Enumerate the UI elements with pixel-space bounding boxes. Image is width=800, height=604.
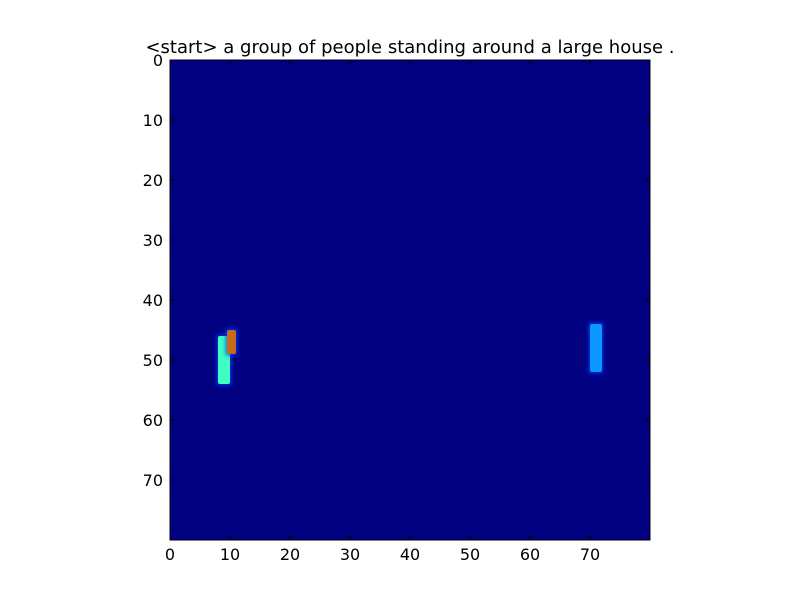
heatmap-cell: [590, 324, 602, 372]
y-tick-label: 30: [143, 231, 163, 250]
plot-area: [170, 60, 650, 540]
y-tick-label: 40: [143, 291, 163, 310]
heatmap-region-right-bar: [588, 322, 604, 374]
chart-title: <start> a group of people standing aroun…: [145, 37, 674, 58]
heatmap-cell: [227, 330, 236, 354]
y-tick-label: 50: [143, 351, 163, 370]
x-tick-label: 50: [460, 545, 480, 564]
x-tick-label: 30: [340, 545, 360, 564]
x-tick-label: 10: [220, 545, 240, 564]
x-tick-label: 60: [520, 545, 540, 564]
axes: 0 10 20 30 40 50 60 70 0 10 20 30 40 50 60 70: [143, 51, 651, 564]
y-tick-label: 10: [143, 111, 163, 130]
x-tick-label: 20: [280, 545, 300, 564]
y-tick-label: 0: [153, 51, 163, 70]
x-tick-label: 70: [580, 545, 600, 564]
y-tick-label: 70: [143, 471, 163, 490]
y-tick-label: 60: [143, 411, 163, 430]
heatmap-background: [170, 60, 650, 540]
x-tick-label: 0: [165, 545, 175, 564]
x-tick-label: 40: [400, 545, 420, 564]
y-tick-label: 20: [143, 171, 163, 190]
heatmap-region-left-hotspot: [225, 328, 238, 356]
